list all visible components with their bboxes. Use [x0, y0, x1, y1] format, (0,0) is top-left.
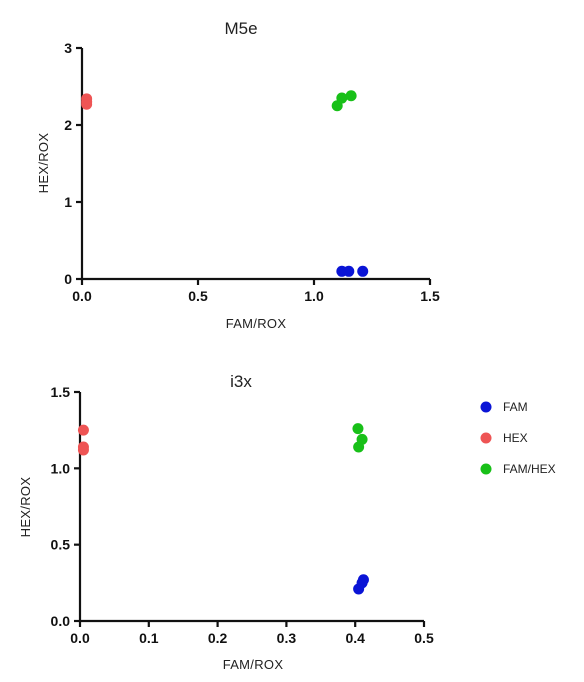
y-axis-label: HEX/ROX — [36, 133, 51, 194]
y-tick-label: 0.5 — [51, 537, 71, 553]
legend-label: FAM/HEX — [503, 462, 556, 476]
legend-marker — [480, 463, 492, 475]
legend: FAM HEX FAM/HEX — [480, 400, 556, 476]
x-tick-label: 0.0 — [70, 630, 90, 646]
y-tick-label: 1.0 — [51, 460, 71, 476]
legend-label: FAM — [503, 400, 528, 414]
data-point — [357, 265, 369, 277]
data-point — [336, 92, 348, 104]
data-point — [352, 423, 364, 435]
data-point — [353, 441, 365, 453]
x-tick-label: 0.4 — [345, 630, 365, 646]
y-tick-label: 2 — [64, 117, 72, 133]
data-point — [345, 90, 357, 102]
y-axis-label: HEX/ROX — [18, 477, 33, 538]
legend-marker — [480, 401, 492, 413]
x-tick-label: 0.3 — [277, 630, 297, 646]
chart-m5e: M5e HEX/ROX FAM/ROX 0.0 0.5 1.0 1.5 0 1 2 3 — [36, 19, 440, 331]
x-tick-label: 1.5 — [420, 288, 440, 304]
x-tick-label: 1.0 — [304, 288, 324, 304]
x-tick-label: 0.5 — [414, 630, 434, 646]
chart-title: M5e — [224, 19, 257, 38]
y-tick-label: 0 — [64, 271, 72, 287]
legend-label: HEX — [503, 431, 528, 445]
data-point — [81, 98, 93, 110]
data-point — [77, 444, 89, 456]
chart-i3x: i3x HEX/ROX FAM/ROX 0.0 0.1 0.2 0.3 0.4 0.5 0.… — [18, 372, 434, 672]
legend-marker — [480, 432, 492, 444]
x-tick-label: 0.1 — [139, 630, 159, 646]
chart-title: i3x — [230, 372, 252, 391]
data-point — [77, 424, 89, 436]
y-tick-label: 1 — [64, 194, 72, 210]
y-tick-label: 3 — [64, 40, 72, 56]
y-tick-label: 0.0 — [51, 613, 71, 629]
data-point — [357, 574, 369, 586]
x-axis-label: FAM/ROX — [223, 657, 284, 672]
x-tick-label: 0.5 — [188, 288, 208, 304]
y-tick-label: 1.5 — [51, 384, 71, 400]
data-point — [343, 265, 355, 277]
x-axis-label: FAM/ROX — [226, 316, 287, 331]
x-tick-label: 0.2 — [208, 630, 228, 646]
x-tick-label: 0.0 — [72, 288, 92, 304]
